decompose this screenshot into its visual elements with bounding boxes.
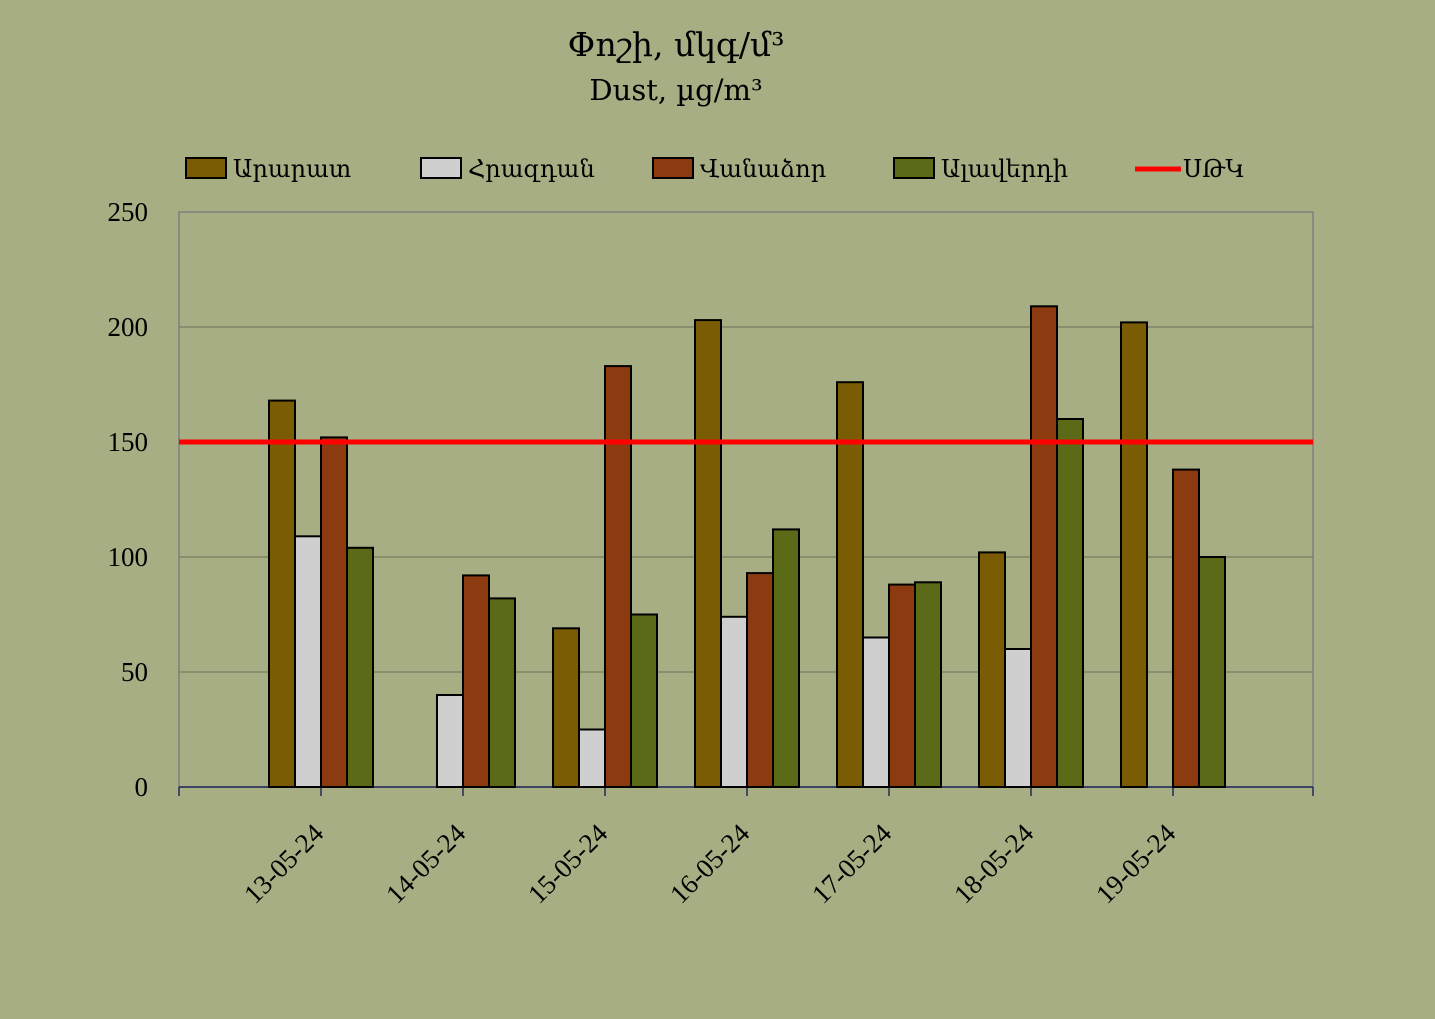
bar	[268, 399, 296, 788]
y-tick-label: 200	[108, 312, 149, 342]
legend-swatch	[893, 157, 935, 179]
bar	[694, 319, 722, 788]
bar	[888, 583, 916, 788]
bar	[1120, 321, 1148, 788]
bar	[1172, 468, 1200, 788]
bar	[320, 436, 348, 788]
legend-label: ՍԹԿ	[1183, 155, 1245, 183]
bar	[1030, 305, 1058, 788]
legend-swatch	[652, 157, 694, 179]
bar	[488, 597, 516, 789]
bar	[436, 694, 464, 788]
legend-label: Ալավերդի	[941, 155, 1068, 183]
bar	[552, 627, 580, 788]
bar	[1198, 556, 1226, 788]
bar	[604, 365, 632, 788]
chart-title: Փոշի, մկգ/մ³	[568, 25, 785, 64]
bar	[862, 636, 890, 788]
bar	[578, 728, 606, 788]
y-tick-label: 50	[121, 657, 148, 687]
x-tick-label: 13-05-24	[238, 818, 330, 910]
x-tick-label: 14-05-24	[380, 818, 472, 910]
y-tick-label: 150	[108, 427, 149, 457]
y-tick-label: 0	[135, 772, 149, 802]
bar	[978, 551, 1006, 789]
bar	[772, 528, 800, 789]
bar	[462, 574, 490, 789]
x-tick-label: 17-05-24	[806, 818, 898, 910]
bar	[346, 546, 374, 788]
x-tick-label: 19-05-24	[1090, 818, 1182, 910]
bar	[914, 581, 942, 788]
bar	[1056, 418, 1084, 788]
y-tick-label: 100	[108, 542, 149, 572]
bar	[746, 572, 774, 788]
bar	[720, 615, 748, 788]
bar	[836, 381, 864, 788]
legend-swatch	[420, 157, 462, 179]
chart-subtitle: Dust, µg/m³	[589, 73, 762, 107]
bar	[294, 535, 322, 788]
x-tick-label: 18-05-24	[948, 818, 1040, 910]
y-tick-label: 250	[108, 197, 149, 227]
bar	[1004, 648, 1032, 788]
legend-swatch	[185, 157, 227, 179]
legend-label: Արարատ	[233, 155, 351, 183]
x-tick-label: 15-05-24	[522, 818, 614, 910]
legend-label: Հրազդան	[468, 155, 595, 183]
bar	[630, 613, 658, 788]
legend-label: Վանաձոր	[700, 155, 826, 183]
x-tick-label: 16-05-24	[664, 818, 756, 910]
